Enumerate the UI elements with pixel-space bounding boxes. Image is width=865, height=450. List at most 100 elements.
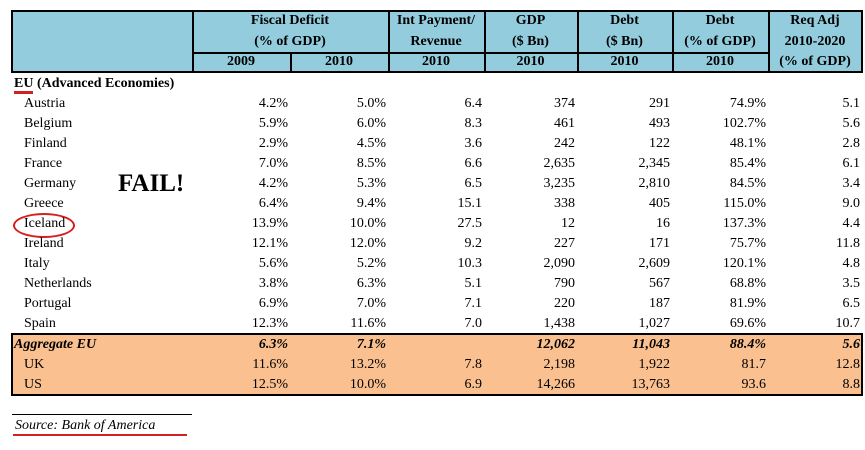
cell-value: 8.5% [356, 156, 386, 171]
cell-value: 6.5 [464, 176, 483, 191]
row-label: Italy [24, 256, 50, 271]
cell-value: 6.4 [464, 96, 483, 111]
cell-value: 10.3 [457, 256, 483, 271]
cell-value: 6.3% [356, 276, 386, 291]
source-underline [13, 434, 187, 436]
cell-value: 6.5 [842, 296, 861, 311]
cell-value: 137.3% [722, 216, 766, 231]
aggregate-row: Aggregate EU 6.3% 7.1% 12,062 11,043 88.4% 5.6 [12, 335, 862, 355]
cell-value: 120.1% [722, 256, 766, 271]
cell-value: 227 [554, 236, 575, 251]
row-label: Portugal [24, 296, 72, 311]
header-year: 2010 [516, 54, 545, 69]
cell-value: 12.1% [251, 236, 288, 251]
cell-value: 81.9% [729, 296, 766, 311]
grid-line [192, 10, 194, 73]
header-debt-pct-unit: (% of GDP) [684, 34, 756, 49]
header-fiscal-deficit: Fiscal Deficit [250, 13, 330, 28]
header-year: 2009 [227, 54, 255, 69]
table-row: France 7.0% 8.5% 6.6 2,635 2,345 85.4% 6.1 [12, 154, 862, 174]
cell-value: 7.8 [464, 357, 483, 372]
cell-value: 13,763 [631, 377, 671, 392]
cell-value: 171 [649, 236, 670, 251]
row-label: Aggregate EU [14, 337, 97, 352]
cell-value: 7.0 [464, 316, 483, 331]
table-row: Austria 4.2% 5.0% 6.4 374 291 74.9% 5.1 [12, 94, 862, 114]
cell-value: 12 [561, 216, 575, 231]
cell-value: 10.0% [349, 216, 386, 231]
table-row: Belgium 5.9% 6.0% 8.3 461 493 102.7% 5.6 [12, 114, 862, 134]
cell-value: 2,198 [543, 357, 576, 372]
cell-value: 7.0% [356, 296, 386, 311]
table-row: Greece 6.4% 9.4% 15.1 338 405 115.0% 9.0 [12, 194, 862, 214]
cell-value: 6.4% [258, 196, 288, 211]
aggregate-block [11, 333, 863, 396]
header-debt-pct: Debt [705, 13, 735, 28]
header-debt-bn: Debt [610, 13, 639, 28]
row-label: Ireland [24, 236, 64, 251]
cell-value: 68.8% [729, 276, 766, 291]
cell-value: 2,635 [543, 156, 576, 171]
cell-value: 187 [649, 296, 670, 311]
cell-value: 2,345 [638, 156, 671, 171]
table-header [11, 10, 863, 73]
cell-value: 461 [554, 116, 575, 131]
iceland-circle [13, 213, 75, 238]
cell-value: 405 [649, 196, 670, 211]
cell-value: 2,810 [638, 176, 671, 191]
cell-value: 6.1 [842, 156, 861, 171]
cell-value: 1,922 [638, 357, 671, 372]
cell-value: 84.5% [729, 176, 766, 191]
row-label: France [24, 156, 63, 171]
cell-value: 8.8 [842, 377, 861, 392]
cell-value: 4.4 [842, 216, 861, 231]
row-label: Netherlands [24, 276, 92, 291]
row-label: Belgium [24, 116, 73, 131]
cell-value: 16 [656, 216, 670, 231]
header-year: 2010 [610, 54, 639, 69]
header-year: 2010 [325, 54, 353, 69]
cell-value: 12.5% [251, 377, 288, 392]
cell-value: 220 [554, 296, 575, 311]
section-heading: EU (Advanced Economies) [12, 74, 862, 94]
cell-value: 115.0% [723, 196, 766, 211]
cell-value: 5.0% [356, 96, 386, 111]
header-year: 2010 [706, 54, 734, 69]
header-fiscal-deficit-unit: (% of GDP) [254, 34, 326, 49]
cell-value: 5.2% [356, 256, 386, 271]
grid-line [768, 10, 770, 73]
cell-value: 3,235 [543, 176, 576, 191]
cell-value: 493 [649, 116, 670, 131]
row-label: Spain [24, 316, 56, 331]
cell-value: 12.0% [349, 236, 386, 251]
table-row: Iceland 13.9% 10.0% 27.5 12 16 137.3% 4.4 [12, 214, 862, 234]
cell-value: 122 [649, 136, 670, 151]
header-int-payment-unit: Revenue [410, 34, 462, 49]
cell-value: 1,027 [638, 316, 671, 331]
cell-value: 5.9% [258, 116, 288, 131]
header-req-adj-years: 2010-2020 [784, 34, 846, 49]
cell-value: 790 [554, 276, 575, 291]
table-row: Netherlands 3.8% 6.3% 5.1 790 567 68.8% 3.5 [12, 274, 862, 294]
table-row: Germany 4.2% 5.3% 6.5 3,235 2,810 84.5% 3.4 [12, 174, 862, 194]
cell-value: 102.7% [722, 116, 766, 131]
cell-value: 5.1 [464, 276, 483, 291]
cell-value: 5.1 [842, 96, 861, 111]
cell-value: 338 [554, 196, 575, 211]
cell-value: 5.3% [356, 176, 386, 191]
table-row: Italy 5.6% 5.2% 10.3 2,090 2,609 120.1% 4.8 [12, 254, 862, 274]
cell-value: 5.6 [842, 337, 861, 352]
cell-value: 7.1% [356, 337, 386, 352]
cell-value: 242 [554, 136, 575, 151]
fail-annotation: FAIL! [118, 170, 185, 197]
grid-line [484, 10, 486, 73]
table-row: Ireland 12.1% 12.0% 9.2 227 171 75.7% 11.8 [12, 234, 862, 254]
cell-value: 85.4% [729, 156, 766, 171]
cell-value: 6.3% [258, 337, 288, 352]
cell-value: 88.4% [729, 337, 766, 352]
cell-value: 6.9 [464, 377, 483, 392]
cell-value: 2.9% [258, 136, 288, 151]
row-label: Germany [24, 176, 77, 191]
row-label: Austria [24, 96, 66, 111]
row-label: US [24, 377, 42, 392]
